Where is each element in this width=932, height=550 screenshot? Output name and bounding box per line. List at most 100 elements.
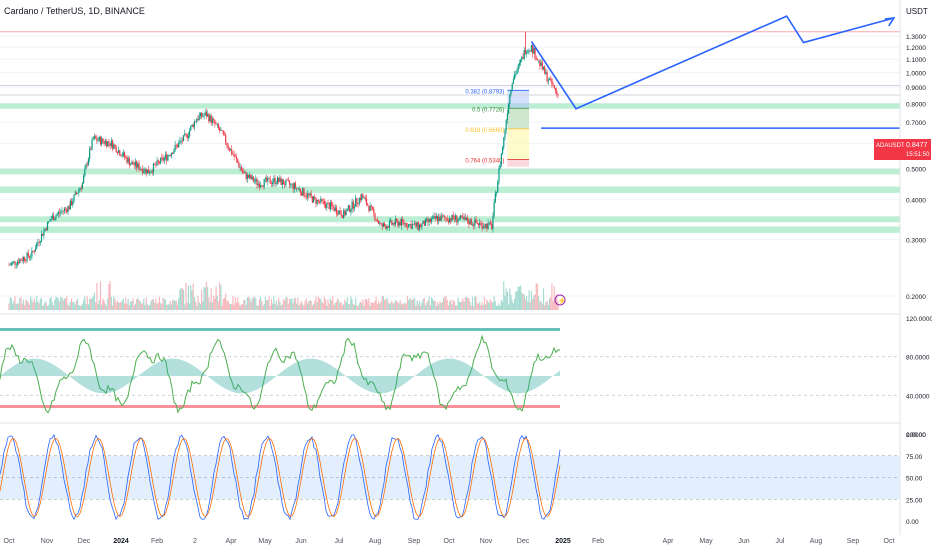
- candle-body: [42, 233, 44, 236]
- volume-bar: [441, 302, 443, 310]
- volume-bar: [93, 292, 96, 310]
- candle-body: [325, 204, 327, 208]
- lightning-icon[interactable]: ⚡: [554, 294, 566, 306]
- candle-body: [382, 223, 384, 227]
- y-tick-label: 1.3000: [906, 34, 926, 41]
- y-tick-label: 0.3000: [906, 238, 926, 245]
- volume-bar: [350, 296, 352, 310]
- candle-body: [103, 141, 105, 144]
- candle-body: [298, 188, 300, 190]
- candle-body: [25, 260, 27, 262]
- volume-bar: [272, 303, 274, 310]
- volume-bar: [434, 300, 436, 310]
- volume-bar: [134, 303, 137, 310]
- candle-body: [178, 142, 180, 148]
- candle-body: [16, 261, 19, 265]
- candle-body: [240, 167, 242, 171]
- volume-bar: [234, 297, 236, 310]
- price-badge-bg: [874, 139, 904, 160]
- candle-body: [249, 174, 251, 178]
- candle-body: [423, 220, 425, 226]
- volume-bar: [399, 300, 401, 310]
- volume-bar: [269, 305, 271, 310]
- candle-body: [280, 178, 282, 185]
- price-badge-value-bg: [904, 139, 931, 160]
- candle-body: [20, 259, 22, 261]
- candle-body: [96, 138, 98, 141]
- volume-bar: [325, 299, 327, 310]
- volume-bar: [78, 304, 80, 310]
- candle-body: [358, 197, 360, 204]
- candle-body: [300, 192, 303, 196]
- volume-bar: [178, 298, 180, 310]
- candle-body: [129, 164, 132, 166]
- candle-body: [139, 168, 141, 170]
- volume-bar: [393, 302, 395, 310]
- volume-bar: [37, 301, 39, 310]
- volume-bar: [268, 296, 270, 310]
- candle-body: [151, 171, 153, 173]
- candle-body: [140, 168, 143, 170]
- volume-bar: [255, 298, 257, 310]
- volume-bar: [114, 298, 116, 310]
- candle-body: [158, 161, 161, 164]
- candle-body: [194, 121, 197, 123]
- candle-body: [516, 70, 518, 74]
- volume-bar: [359, 301, 362, 310]
- candle-body: [411, 224, 413, 229]
- candle-body: [216, 124, 218, 125]
- volume-bar: [250, 301, 252, 310]
- x-tick-label: Oct: [444, 538, 455, 545]
- volume-bar: [451, 303, 453, 310]
- volume-bar: [196, 305, 198, 310]
- volume-bar: [514, 298, 516, 310]
- volume-bar: [262, 305, 264, 310]
- currency-label[interactable]: USDT: [906, 7, 928, 16]
- volume-bar: [467, 298, 469, 310]
- candle-body: [84, 168, 86, 176]
- volume-bar: [352, 304, 354, 310]
- volume-bar: [487, 301, 489, 310]
- y-tick-label: 1.2000: [906, 45, 926, 52]
- volume-bar: [260, 296, 262, 310]
- volume-bar: [297, 297, 299, 310]
- candle-body: [469, 219, 471, 225]
- candle-body: [412, 224, 415, 225]
- volume-bar: [391, 300, 393, 310]
- candle-body: [132, 161, 134, 165]
- candle-body: [193, 121, 195, 128]
- volume-bar: [411, 299, 413, 310]
- candle-body: [33, 251, 35, 252]
- volume-bar: [57, 299, 59, 310]
- candle-body: [416, 222, 418, 227]
- volume-bar: [445, 296, 447, 310]
- candle-body: [495, 192, 498, 194]
- volume-bar: [239, 305, 241, 310]
- volume-bar: [126, 303, 128, 310]
- candle-body: [229, 149, 232, 151]
- candle-body: [138, 163, 140, 170]
- volume-bar: [101, 304, 103, 310]
- volume-bar: [223, 298, 226, 310]
- candle-body: [50, 218, 52, 221]
- volume-bar: [256, 305, 258, 310]
- volume-bar: [506, 291, 508, 310]
- volume-bar: [77, 298, 79, 310]
- candle-body: [232, 154, 234, 155]
- volume-bar: [501, 301, 504, 310]
- candle-body: [276, 177, 279, 184]
- candle-body: [311, 196, 313, 203]
- candle-body: [188, 130, 191, 136]
- volume-bar: [199, 304, 202, 310]
- volume-bar: [535, 283, 537, 310]
- candle-body: [173, 150, 175, 154]
- volume-bar: [113, 296, 115, 310]
- candle-body: [156, 160, 158, 166]
- candle-body: [326, 202, 328, 208]
- x-tick-label: Oct: [884, 538, 895, 545]
- candle-body: [14, 261, 16, 265]
- candle-body: [402, 219, 404, 222]
- volume-bar: [140, 303, 143, 310]
- candle-body: [398, 222, 400, 226]
